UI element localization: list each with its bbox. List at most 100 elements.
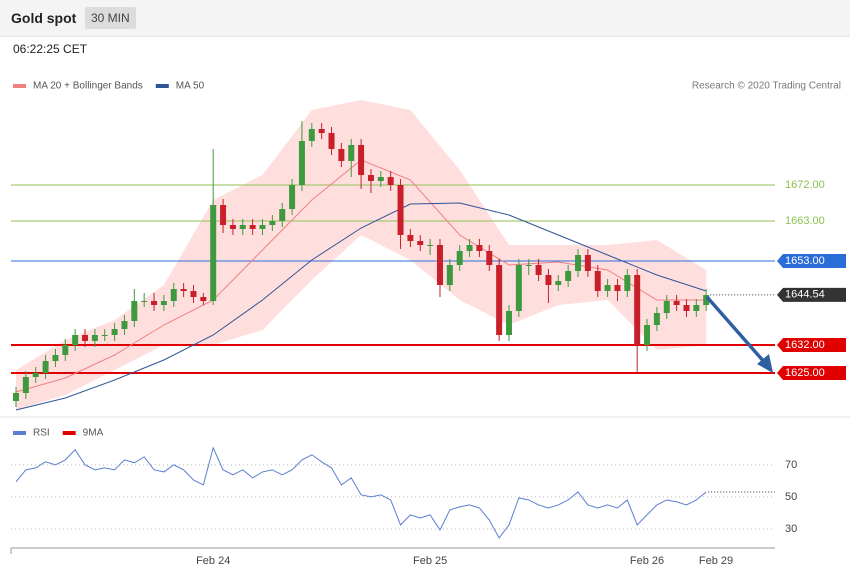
candle-body <box>545 275 552 285</box>
candle-body <box>436 245 443 285</box>
candle-body <box>653 313 660 325</box>
candle-body <box>160 301 167 305</box>
candle-body <box>506 311 512 335</box>
candle-body <box>308 129 315 141</box>
candle-body <box>62 345 69 355</box>
level-label: 1644.54 <box>785 289 825 301</box>
candle-body <box>535 265 542 275</box>
rsi-line <box>15 446 707 539</box>
candle-body <box>328 133 335 149</box>
interval-badge[interactable]: 30 MIN <box>85 7 136 29</box>
candle-body <box>82 335 89 341</box>
level-label: 1672.00 <box>785 179 825 191</box>
candle-body <box>427 245 434 246</box>
candle-body <box>377 177 384 181</box>
arrow-shaft <box>705 295 768 366</box>
level-label: 1625.00 <box>785 367 825 379</box>
candle-body <box>91 335 98 341</box>
y-tick-label: 50 <box>785 491 797 503</box>
candle-body <box>446 265 453 285</box>
level-label-box <box>777 287 846 302</box>
candle-body <box>663 301 670 313</box>
candle-body <box>673 301 680 305</box>
candle-body <box>72 335 79 345</box>
y-tick-label: 70 <box>785 459 797 471</box>
level-label-box <box>777 338 846 352</box>
candle-body <box>644 325 651 345</box>
candle-body <box>170 289 177 301</box>
candle-body <box>407 235 414 241</box>
candle-body <box>259 225 266 229</box>
candle-body <box>466 245 473 251</box>
candle-body <box>624 275 631 291</box>
candle-body <box>220 205 227 225</box>
candle-body <box>279 209 286 221</box>
candle-body <box>348 145 355 161</box>
candle-body <box>338 149 345 161</box>
candle-body <box>387 177 394 185</box>
candle-body <box>614 285 621 291</box>
candle-body <box>249 225 256 229</box>
y-tick-label: 30 <box>785 523 797 535</box>
x-tick-label: Feb 24 <box>196 555 230 567</box>
candle-body <box>703 295 710 305</box>
candle-body <box>289 185 296 209</box>
legend-swatch <box>62 431 76 435</box>
title: Gold spot <box>11 10 77 26</box>
timestamp: 06:22:25 CET <box>13 42 88 56</box>
candle-body <box>180 289 187 291</box>
candle-body <box>417 241 424 245</box>
candle-body <box>476 245 483 251</box>
candle-body <box>121 321 128 329</box>
level-label-box <box>777 254 846 268</box>
candle-body <box>101 335 108 336</box>
level-label: 1663.00 <box>785 215 825 227</box>
candle-body <box>555 281 562 285</box>
candle-body <box>200 297 207 301</box>
x-tick-label: Feb 25 <box>413 555 447 567</box>
candle-body <box>318 129 325 133</box>
x-tick-label: Feb 26 <box>630 555 664 567</box>
legend-label: MA 20 + Bollinger Bands <box>33 81 143 92</box>
candle-body <box>456 251 463 265</box>
candle-body <box>22 377 29 393</box>
candle-body <box>111 329 118 335</box>
candle-body <box>298 141 305 185</box>
candle-body <box>358 145 365 175</box>
candle-body <box>565 271 572 281</box>
candle-body <box>397 185 404 235</box>
candle-body <box>190 291 197 297</box>
candle-body <box>604 285 611 291</box>
candle-body <box>634 275 641 345</box>
candle-body <box>584 255 591 271</box>
candle-body <box>525 265 532 266</box>
legend-swatch <box>155 84 169 88</box>
candle-body <box>151 301 158 305</box>
level-label: 1632.00 <box>785 339 825 351</box>
candle-body <box>575 255 582 271</box>
candle-body <box>32 373 39 377</box>
level-label: 1653.00 <box>785 255 825 267</box>
candle-body <box>141 301 148 302</box>
candle-body <box>269 221 276 225</box>
candle-body <box>239 225 246 229</box>
bollinger-band <box>16 100 707 410</box>
legend-swatch <box>13 84 26 88</box>
candle-body <box>42 361 49 373</box>
legend-swatch <box>13 431 26 435</box>
level-label-box <box>777 366 846 380</box>
moving-average <box>15 202 707 411</box>
candle-body <box>693 305 700 311</box>
candle-body <box>52 355 59 361</box>
legend-label: RSI <box>33 428 50 439</box>
credit: Research © 2020 Trading Central <box>692 81 841 92</box>
candle-body <box>594 271 601 291</box>
x-tick-label: Feb 29 <box>699 555 733 567</box>
legend-label: 9MA <box>83 428 104 439</box>
forecast-arrow <box>705 295 773 373</box>
candle-body <box>486 251 493 265</box>
candle-body <box>229 225 236 229</box>
candle-body <box>13 393 19 401</box>
arrow-head <box>757 354 773 373</box>
